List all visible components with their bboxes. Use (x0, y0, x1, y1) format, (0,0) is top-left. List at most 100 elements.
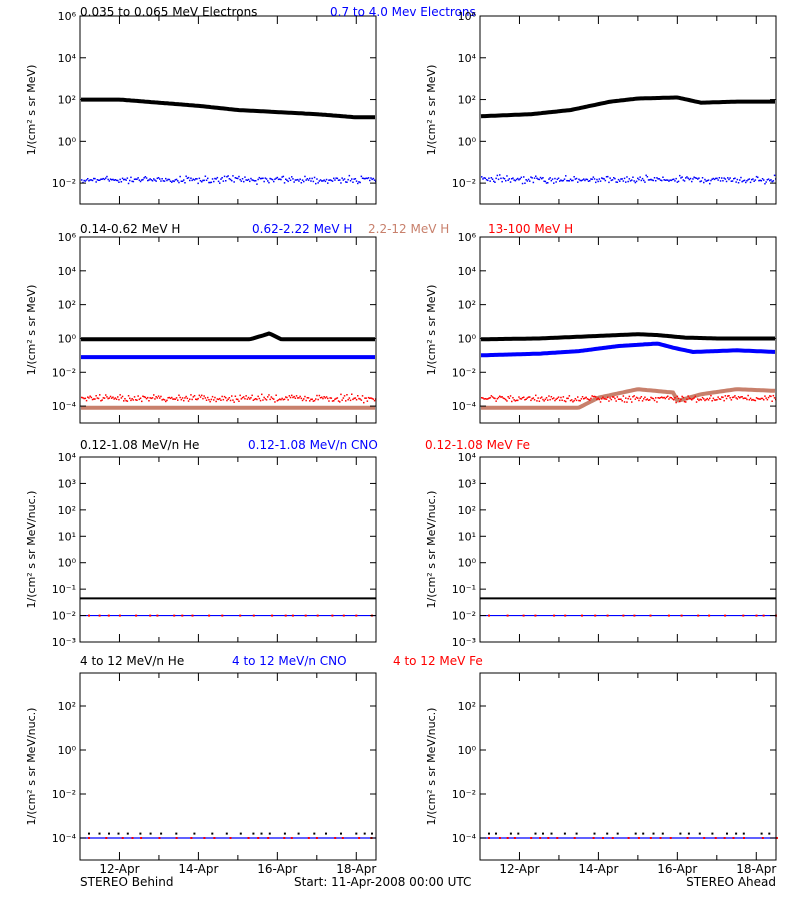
p3-series-4-point (150, 397, 153, 400)
p1-series-2-point (291, 176, 293, 178)
p4-series-4-point (748, 399, 751, 401)
p5-series-3-point (135, 614, 138, 617)
p1-series-2-point (354, 178, 357, 180)
p7-ytick-label-3: 10⁰ (58, 744, 77, 757)
p4-series-4-point (717, 396, 719, 398)
p1-series-2-point (258, 176, 261, 179)
p3-series-4-point (348, 397, 351, 399)
p4-series-4-point (596, 398, 598, 400)
p3-series-4-point (163, 399, 166, 401)
p4-series-4-point (548, 395, 550, 397)
p3-series-4-point (372, 398, 375, 400)
p7-series-1-point (363, 832, 366, 835)
p1-series-2-point (119, 178, 121, 181)
p2-series-2-point (610, 179, 613, 182)
p1-series-2-point (189, 179, 191, 182)
p3-series-4-point (213, 399, 215, 401)
legend-1-1: 0.035 to 0.065 MeV Electrons (80, 5, 257, 19)
p2-series-2-point (671, 178, 674, 181)
p7-series-3-point (283, 837, 286, 839)
p1-series-2-point (364, 178, 366, 180)
p3-series-4-point (341, 399, 343, 401)
p2-series-2-point (538, 178, 541, 181)
p3-series-4-point (331, 400, 334, 402)
p2-series-2-point (698, 177, 700, 179)
p4-series-4-point (772, 394, 775, 397)
p4-series-4-point (556, 397, 559, 400)
p2-series-2-point (681, 176, 683, 178)
p4-series-4-point (665, 396, 668, 398)
p2-series-2-point (723, 177, 725, 179)
p8-series-3-point (602, 837, 604, 839)
p2-series-2-point (627, 180, 629, 183)
p1-series-2-point (228, 178, 231, 180)
p2-series-2-point (722, 180, 724, 182)
p2-series-2-point (716, 177, 718, 180)
p1-series-2-point (150, 179, 153, 181)
p1-series-2-point (111, 179, 113, 181)
p2-frame (479, 15, 777, 205)
p8-frame (479, 672, 777, 861)
p2-series-2-point (513, 179, 515, 181)
p1-series-2-point (238, 175, 240, 178)
p4-series-4-point (622, 395, 625, 397)
p4-series-4-point (701, 396, 704, 399)
p4-series-4-point (639, 397, 641, 399)
p3-series-4-point (227, 398, 229, 400)
p1-series-2-point (101, 178, 103, 180)
p2-ytick-label-1: 10⁻² (452, 177, 476, 190)
p3-series-4-point (208, 399, 210, 401)
p4-series-4-point (573, 399, 575, 402)
p8-series-3-point (611, 837, 614, 839)
p1-series-2-point (169, 180, 172, 182)
p1-ytick-label-3: 10² (58, 94, 76, 107)
p4-series-4-point (590, 397, 592, 400)
footer-center-label: Start: 11-Apr-2008 00:00 UTC (294, 875, 471, 889)
p3-series-4-point (184, 397, 186, 399)
p4-series-4-point (511, 400, 513, 403)
p3-series-4-point (267, 396, 269, 398)
p3-series-4-point (219, 397, 221, 400)
p3-series-4-point (133, 396, 136, 398)
p2-series-2-point (669, 179, 671, 181)
p3-series-4-point (373, 399, 376, 402)
p6-series-3-point (534, 614, 537, 617)
p4-series-4-point (549, 398, 551, 401)
p7-series-3-point (358, 837, 361, 839)
p2-series-2-point (584, 179, 586, 182)
p2-series-2-point (767, 178, 770, 180)
p3-series-4-point (355, 399, 358, 401)
p4-series-4-point (517, 399, 519, 402)
p1-series-2-point (246, 179, 249, 181)
p8-series-3-point (669, 837, 672, 839)
p1-series-2-point (304, 175, 306, 178)
p2-series-2-point (643, 179, 645, 182)
p1-series-2-point (83, 179, 85, 182)
p8-series-1-point (575, 832, 578, 835)
p4-series-4-point (509, 395, 512, 397)
p4-series-4-point (641, 400, 644, 402)
p4-series-4-point (683, 400, 686, 403)
p4-series-4-point (584, 397, 586, 399)
p4-series-4-point (676, 395, 679, 398)
p7-ytick-label-2: 10⁻² (52, 788, 76, 801)
p1-frame (79, 15, 377, 205)
p1-series-2-point (143, 177, 145, 179)
p4-ytick-label-1: 10⁻⁴ (452, 400, 477, 413)
p1-series-2-point (280, 178, 282, 181)
p1-ytick-label-2: 10⁰ (58, 135, 77, 148)
p1-series-2-point (125, 179, 127, 181)
p4-series-4-point (637, 397, 639, 399)
p4-series-4-point (659, 396, 662, 399)
p3-series-4-point (187, 400, 190, 402)
p4-series-4-point (644, 396, 646, 398)
p1-series-2-point (349, 180, 352, 182)
p1-series-2-point (127, 182, 130, 185)
p3-series-4-point (135, 399, 137, 401)
p1-series-2-point (353, 178, 355, 180)
p2-series-2-point (501, 180, 503, 183)
p3-series-4-point (97, 397, 100, 400)
p7-series-1-point (108, 832, 110, 835)
p3-series-4-point (221, 395, 223, 398)
p6-ytick-label-1: 10⁻³ (452, 636, 476, 649)
